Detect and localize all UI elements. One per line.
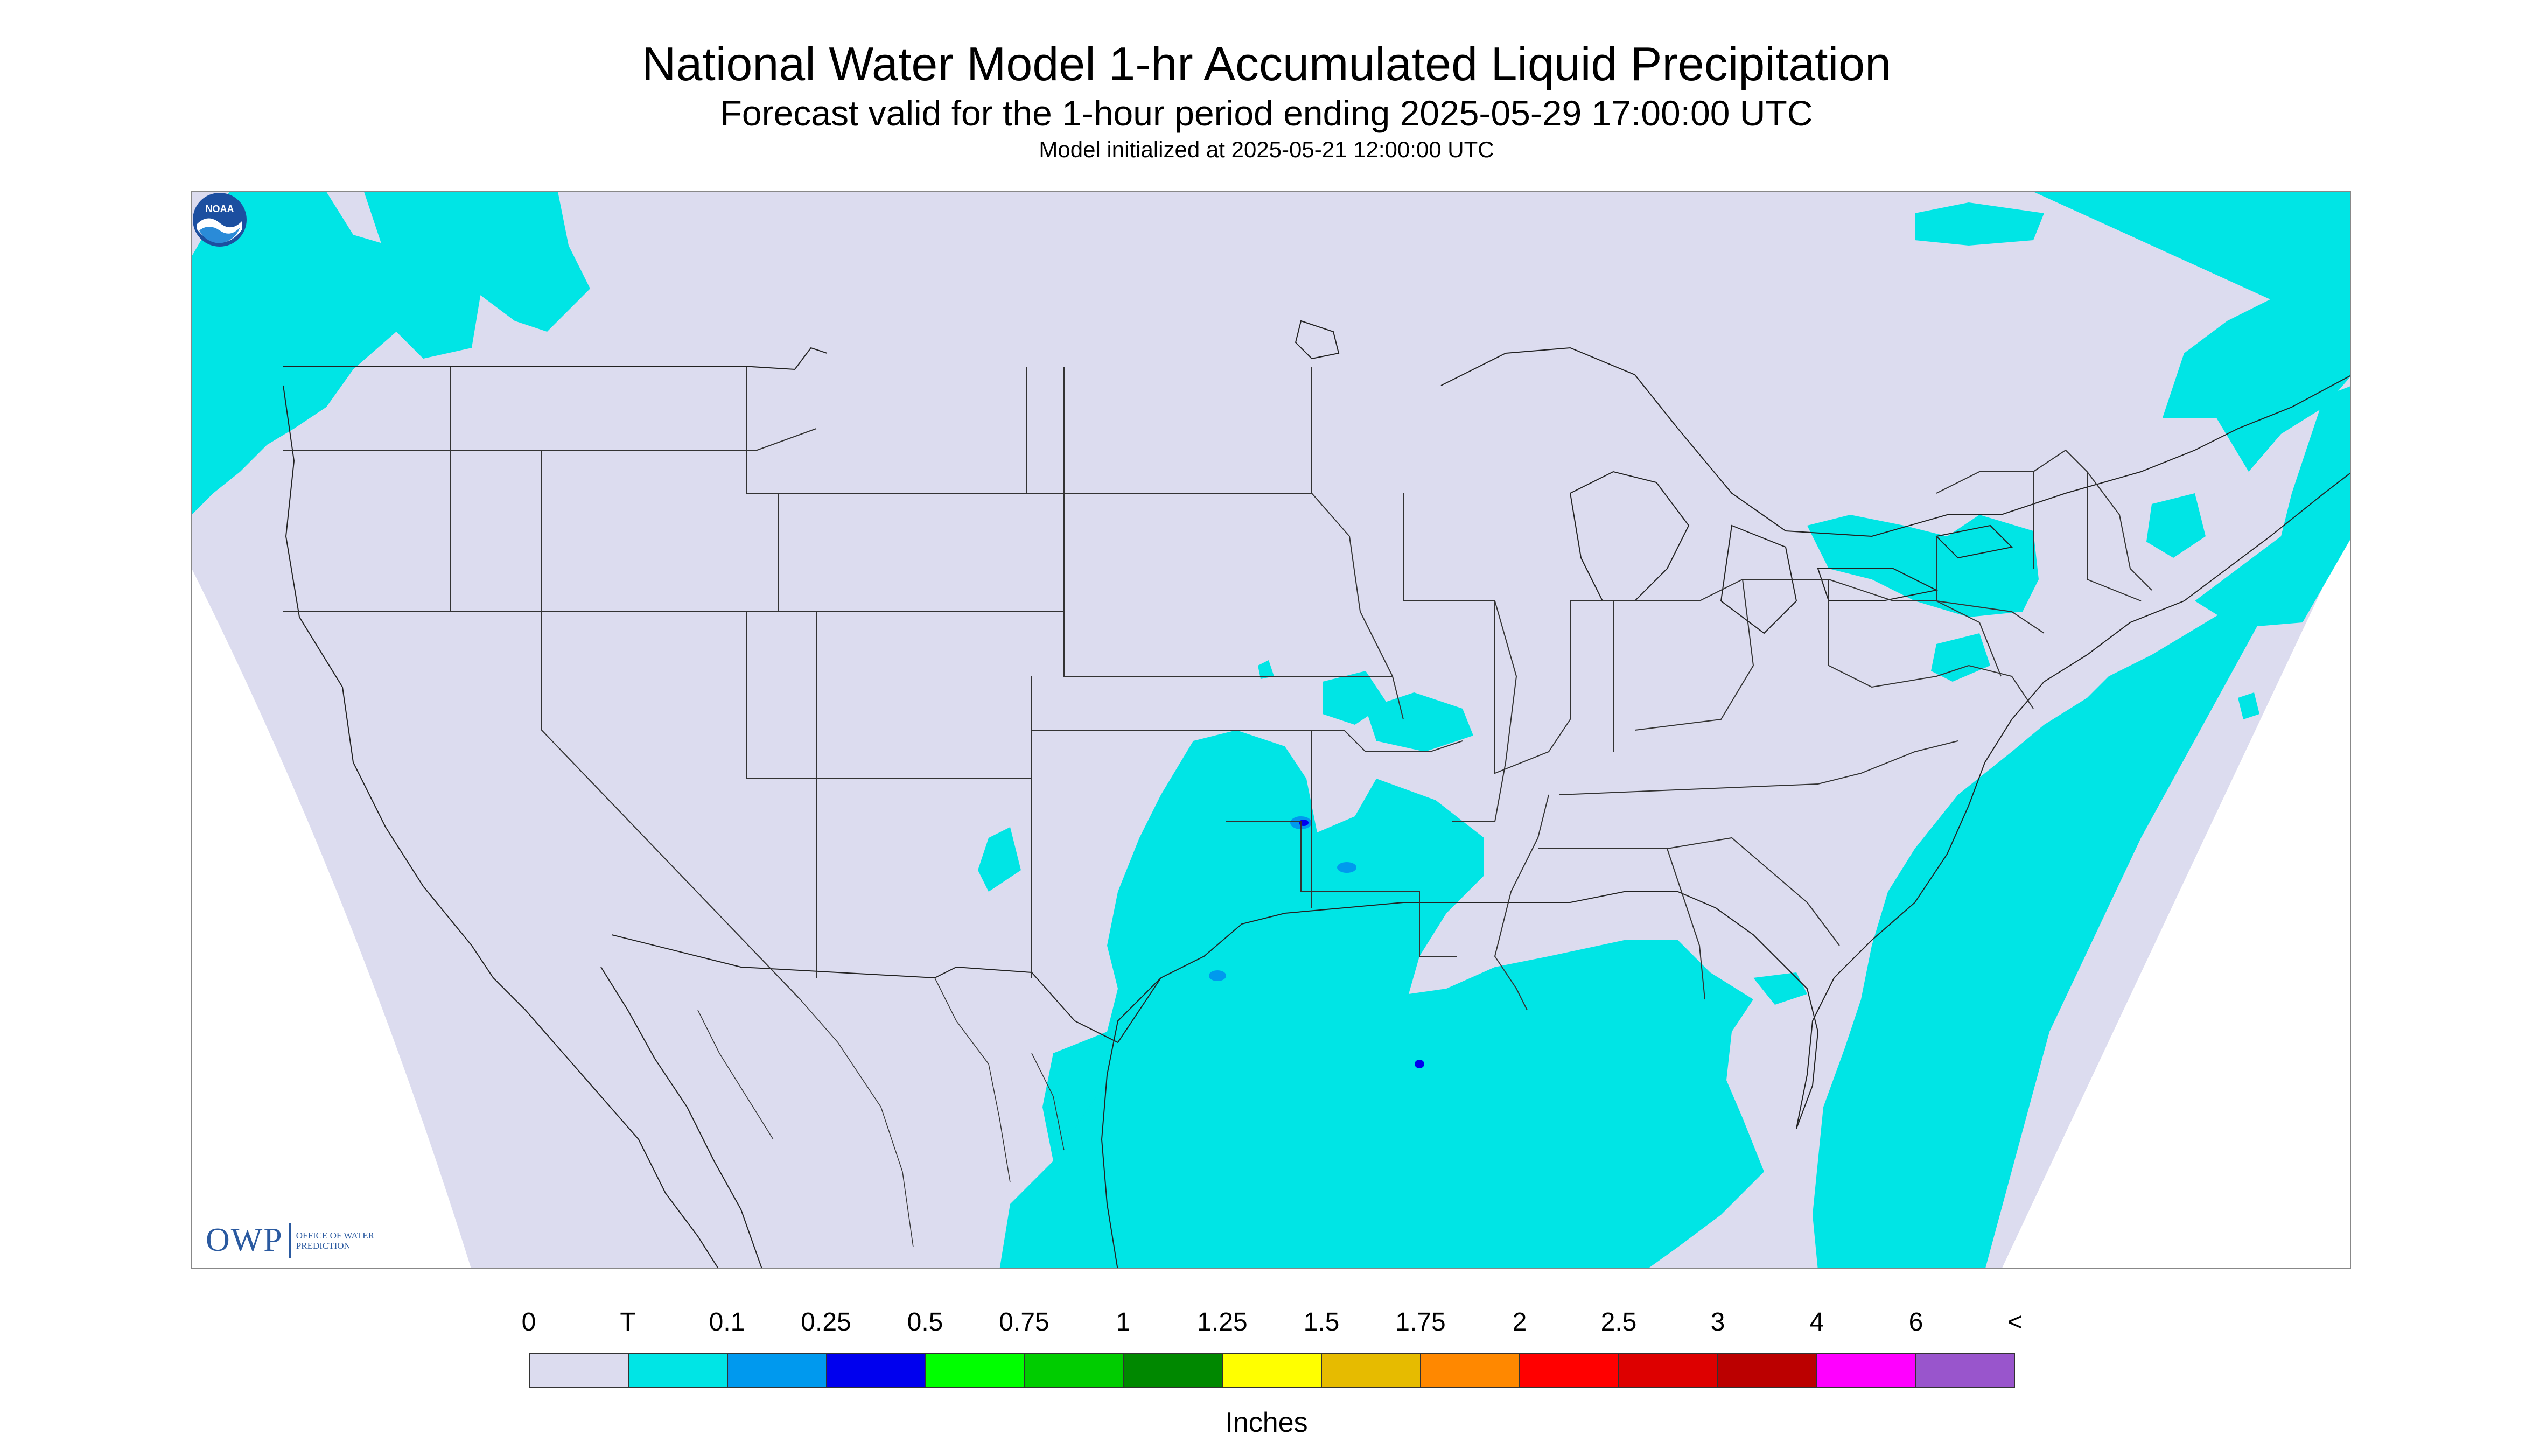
model-init-line: Model initialized at 2025-05-21 12:00:00… bbox=[1039, 137, 1494, 162]
mexico-state-lines bbox=[697, 977, 1065, 1248]
legend-swatch bbox=[1718, 1354, 1817, 1387]
state-boundaries bbox=[283, 367, 2152, 1011]
legend-swatch bbox=[1421, 1354, 1520, 1387]
map-canvas bbox=[192, 192, 2350, 1268]
legend-tick-label: 3 bbox=[1710, 1308, 1725, 1336]
legend-swatch bbox=[1520, 1354, 1619, 1387]
legend-tick-label: 0.1 bbox=[709, 1308, 745, 1336]
legend-tick-label: 0 bbox=[521, 1308, 536, 1336]
legend-tick-label: 2 bbox=[1512, 1308, 1527, 1336]
owp-logo-text: OFFICE OF WATER PREDICTION bbox=[296, 1230, 374, 1251]
legend-swatch bbox=[926, 1354, 1025, 1387]
legend-tick-label: T bbox=[620, 1308, 636, 1336]
owp-logo: OWP OFFICE OF WATER PREDICTION bbox=[206, 1221, 377, 1259]
canada-border-west bbox=[283, 347, 828, 370]
legend-swatch bbox=[530, 1354, 629, 1387]
mexico-border bbox=[611, 934, 1161, 1044]
canada-border-east bbox=[1440, 347, 2350, 537]
legend-units: Inches bbox=[1225, 1407, 1308, 1438]
owp-logo-mark: OWP bbox=[206, 1222, 283, 1258]
atlantic-coastline bbox=[1796, 472, 2350, 1129]
legend-tick-label: 1.75 bbox=[1395, 1308, 1446, 1336]
noaa-logo: NOAA bbox=[193, 193, 247, 247]
legend-tick-label: 2.5 bbox=[1600, 1308, 1637, 1336]
legend-swatch bbox=[727, 1354, 827, 1387]
lake-winnipeg bbox=[1295, 320, 1340, 360]
precip-trace-areas bbox=[192, 192, 2350, 1268]
pacific-coastline bbox=[283, 385, 719, 1268]
map-title: National Water Model 1-hr Accumulated Li… bbox=[641, 37, 1892, 90]
legend-tick-label: 0.5 bbox=[907, 1308, 943, 1336]
legend-swatch bbox=[1817, 1354, 1916, 1387]
legend-tick-label: 4 bbox=[1809, 1308, 1824, 1336]
precipitation-legend bbox=[529, 1353, 2015, 1388]
boundary-lines bbox=[283, 320, 2350, 1268]
owp-logo-divider bbox=[288, 1223, 291, 1258]
great-lakes bbox=[1569, 471, 2013, 634]
legend-tick-label: < bbox=[2007, 1308, 2023, 1336]
legend-swatch bbox=[1619, 1354, 1718, 1387]
legend-swatch bbox=[827, 1354, 926, 1387]
legend-tick-label: 6 bbox=[1908, 1308, 1923, 1336]
legend-swatch bbox=[1321, 1354, 1421, 1387]
legend-tick-label: 0.25 bbox=[801, 1308, 851, 1336]
legend-tick-label: 1.25 bbox=[1197, 1308, 1248, 1336]
gulf-coastline bbox=[1160, 891, 1819, 1129]
legend-tick-label: 1 bbox=[1116, 1308, 1131, 1336]
legend-swatch bbox=[1025, 1354, 1124, 1387]
legend-swatch bbox=[1124, 1354, 1223, 1387]
legend-swatch bbox=[628, 1354, 728, 1387]
legend-tick-label: 1.5 bbox=[1303, 1308, 1340, 1336]
legend-swatch bbox=[1223, 1354, 1322, 1387]
forecast-valid-subtitle: Forecast valid for the 1-hour period end… bbox=[720, 93, 1813, 133]
legend-swatch bbox=[1916, 1354, 2014, 1387]
mexico-gulf-coast bbox=[1101, 977, 1161, 1268]
noaa-logo-text: NOAA bbox=[206, 204, 234, 214]
legend-tick-label: 0.75 bbox=[999, 1308, 1049, 1336]
precipitation-map: OWP OFFICE OF WATER PREDICTION NOAA bbox=[191, 191, 2351, 1269]
baja-east-coast bbox=[600, 967, 762, 1268]
